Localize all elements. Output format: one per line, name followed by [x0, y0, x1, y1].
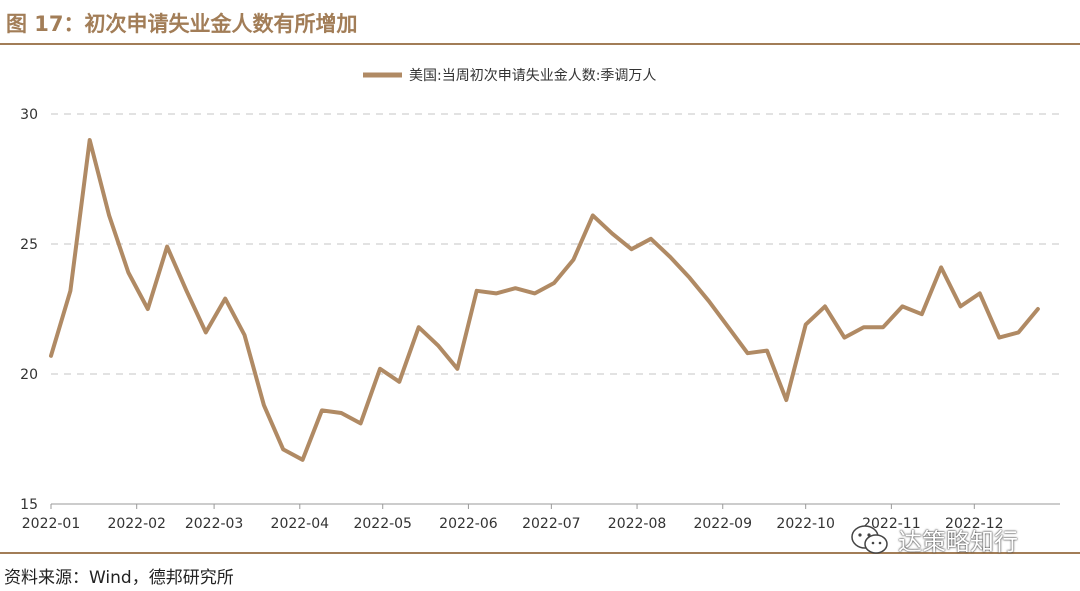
legend: 美国:当周初次申请失业金人数:季调万人 [363, 67, 656, 84]
wechat-icon [851, 524, 888, 554]
source-note: 资料来源：Wind，德邦研究所 [4, 568, 234, 588]
y-tick-label: 25 [20, 237, 38, 253]
x-tick-label: 2022-09 [693, 516, 752, 532]
watermark: 达策略知行 [850, 522, 1018, 557]
x-tick-label: 2022-03 [185, 516, 244, 532]
series-group [49, 138, 1040, 462]
x-tick-label: 2022-12 [945, 516, 1004, 532]
y-tick-label: 20 [20, 367, 38, 383]
watermark-text: 达策略知行 [898, 528, 1018, 556]
x-tick-label: 2022-02 [107, 516, 166, 532]
figure-title: 图 17：初次申请失业金人数有所增加 [6, 12, 358, 36]
y-tick-label: 30 [20, 107, 38, 123]
bottom-rule [0, 552, 1080, 554]
x-tick-label: 2022-06 [439, 516, 498, 532]
series-line [49, 138, 1040, 462]
x-tick-label: 2022-04 [271, 516, 330, 532]
x-tick-label: 2022-05 [353, 516, 412, 532]
y-tick-label: 15 [20, 497, 38, 513]
x-tick-label: 2022-07 [522, 516, 581, 532]
top-rule [0, 43, 1080, 45]
x-tick-label: 2022-10 [776, 516, 835, 532]
x-axis: 2022-01 2022-02 2022-03 2022-04 2022-05 2022-… [22, 504, 1004, 532]
y-axis: 15 20 25 30 [20, 107, 38, 513]
x-tick-label: 2022-08 [608, 516, 667, 532]
x-tick-label: 2022-01 [22, 516, 81, 532]
x-tick-label: 2022-11 [862, 516, 921, 532]
legend-label: 美国:当周初次申请失业金人数:季调万人 [409, 67, 656, 84]
grid-lines [51, 113, 1060, 375]
